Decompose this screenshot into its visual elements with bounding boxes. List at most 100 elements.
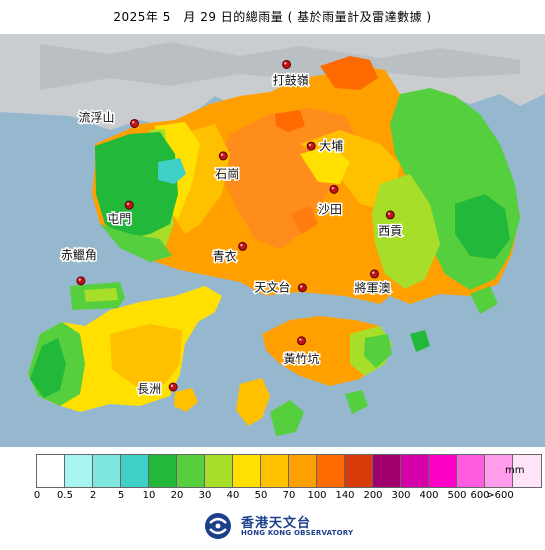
airport-core (84, 288, 118, 302)
station-marker-tuen-mun[interactable] (124, 200, 134, 210)
station-marker-shek-kong[interactable] (218, 151, 228, 161)
rainfall-legend (36, 454, 542, 488)
legend-tick-label: >600 (486, 490, 514, 501)
legend-tick-label: 0.5 (57, 490, 73, 501)
logo-chinese-name: 香港天文台 (241, 516, 312, 531)
legend-tick-label: 140 (335, 490, 355, 501)
station-marker-tsing-yi[interactable] (238, 241, 248, 251)
legend-swatch (457, 455, 485, 487)
hk-island-east-green (364, 334, 392, 368)
station-marker-highlight (387, 212, 391, 215)
station-marker-ta-ku-ling[interactable] (282, 59, 292, 69)
station-marker-highlight (284, 62, 287, 65)
station-marker-highlight (299, 285, 303, 288)
tung-lung-island (410, 330, 430, 352)
station-label-tseung-kwan-o: 將軍澳 (354, 280, 390, 295)
legend-swatch (485, 455, 513, 487)
station-marker-lau-fau-shan[interactable] (129, 118, 139, 128)
po-toi-island (345, 390, 368, 414)
mainland-shenzhen-texture (40, 42, 520, 90)
legend-swatch (177, 455, 205, 487)
legend-swatch (261, 455, 289, 487)
legend-tick-label: 10 (142, 490, 156, 501)
station-marker-cheung-chau[interactable] (168, 382, 178, 392)
station-marker-highlight (372, 271, 375, 274)
lamma-island (236, 378, 270, 426)
station-label-cheung-chau: 長洲 (137, 382, 161, 396)
station-marker-chek-lap-kok[interactable] (76, 276, 86, 286)
legend-tick-label: 5 (117, 490, 125, 501)
logo-english-name: HONG KONG OBSERVATORY (241, 529, 354, 537)
victoria-harbour (262, 292, 400, 320)
legend-unit: mm (505, 465, 525, 476)
station-marker-sha-tin[interactable] (329, 184, 339, 194)
rainfall-map[interactable]: 打鼓嶺 流浮山 石崗 大埔 屯門 沙田 西貢 青衣 赤鱲角 將軍澳 天文台 黃竹坑 長洲 (0, 34, 545, 447)
legend-swatch (289, 455, 317, 487)
legend-tick-label: 40 (226, 490, 240, 501)
station-marker-highlight (170, 384, 174, 388)
station-label-tai-po: 大埔 (319, 139, 343, 153)
rain-zone-100c (290, 206, 318, 234)
station-marker-highlight (331, 186, 335, 190)
cheung-chau-island (174, 388, 198, 412)
lamma-island-green (270, 400, 304, 436)
legend-tick-label: 0 (33, 490, 41, 501)
station-label-lau-fau-shan: 流浮山 (78, 110, 114, 124)
station-label-sha-tin: 沙田 (318, 202, 342, 216)
legend-tick-label: 100 (307, 490, 327, 501)
station-label-tuen-mun: 屯門 (107, 212, 131, 226)
rain-zone-100 (320, 56, 378, 90)
legend-tick-label: 500 (447, 490, 467, 501)
station-marker-tai-po[interactable] (306, 141, 316, 151)
tsing-yi-island (236, 248, 272, 286)
legend-swatch (37, 455, 65, 487)
station-marker-wong-chuk-hang[interactable] (297, 336, 307, 346)
station-marker-tseung-kwan-o[interactable] (369, 269, 379, 279)
rain-zone-tuen-mun-5 (158, 158, 186, 184)
legend-swatch (429, 455, 457, 487)
rain-zone-sai-kung-30 (372, 174, 440, 289)
observatory-logo: 香港天文台 HONG KONG OBSERVATORY (203, 511, 363, 541)
legend-swatch (345, 455, 373, 487)
legend-swatch (373, 455, 401, 487)
station-marker-highlight (220, 153, 224, 156)
lantau-orange (110, 324, 182, 386)
legend-tick-label: 2 (89, 490, 97, 501)
legend-swatch (205, 455, 233, 487)
legend-tick-label: 300 (391, 490, 411, 501)
station-marker-highlight (132, 121, 135, 124)
legend-ticks: 0 0.5 2 5 10 20 30 40 50 70 100 140 200 300 400 500 600 >… (0, 490, 545, 504)
rain-zone-tuen-mun-10 (95, 132, 178, 239)
station-marker-highlight (308, 143, 312, 147)
legend-tick-label: 600 (470, 490, 490, 501)
station-label-wong-chuk-hang: 黃竹坑 (284, 351, 320, 366)
legend-swatch (121, 455, 149, 487)
lantau-green-dark (30, 338, 66, 398)
legend-swatch (401, 455, 429, 487)
rain-zone-tuen-mun-20 (100, 224, 172, 262)
station-marker-sai-kung[interactable] (385, 210, 395, 220)
station-label-hk-observatory: 天文台 (254, 280, 290, 295)
deep-bay (0, 112, 110, 146)
station-label-sai-kung: 西貢 (378, 224, 402, 238)
station-marker-highlight (299, 338, 302, 341)
rain-zone-100b (275, 110, 305, 132)
station-label-tsing-yi: 青衣 (213, 248, 237, 263)
legend-tick-label: 200 (363, 490, 383, 501)
legend-tick-label: 20 (170, 490, 184, 501)
legend-swatch (317, 455, 345, 487)
sai-kung-islets (470, 286, 498, 314)
legend-swatch (513, 455, 541, 487)
legend-tick-label: 50 (254, 490, 268, 501)
station-marker-highlight (240, 244, 243, 247)
rain-zone-sai-kung-10 (455, 194, 510, 259)
legend-swatch (65, 455, 93, 487)
legend-tick-label: 30 (198, 490, 212, 501)
rain-zone-40b (300, 146, 350, 184)
legend-tick-label: 70 (282, 490, 296, 501)
legend-swatch (233, 455, 261, 487)
station-marker-hk-observatory[interactable] (297, 283, 307, 293)
map-title: 2025年 5 月 29 日的總雨量 ( 基於雨量計及雷達數據 ) (113, 10, 432, 24)
